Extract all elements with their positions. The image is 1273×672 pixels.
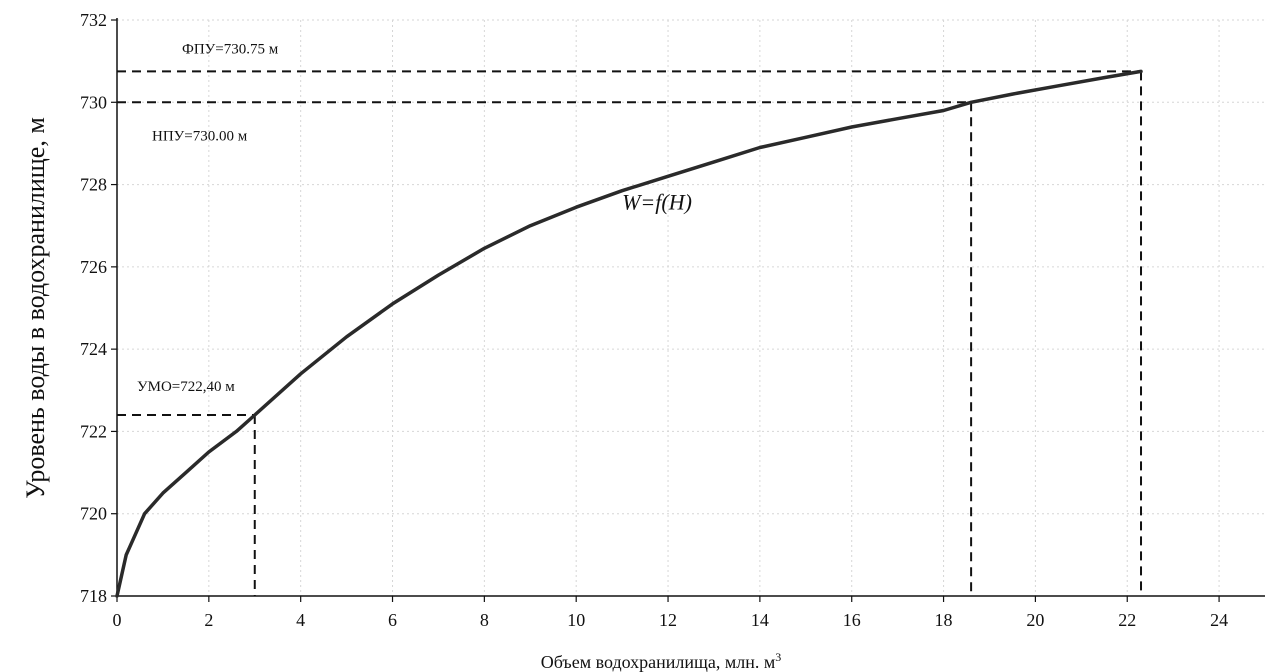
x-tick-label: 2 [204,610,213,630]
y-tick-label: 720 [80,504,107,524]
x-tick-label: 8 [480,610,489,630]
series [115,69,1143,598]
y-axis-title: Уровень воды в водохранилище, м [21,117,50,499]
axes [116,18,1265,597]
x-axis-title: Объем водохранилища, млн. м3 [541,650,782,672]
reference-label: ФПУ=730.75 м [182,41,279,57]
curve-label: W=f(H) [622,189,692,214]
x-tick-label: 10 [567,610,585,630]
x-tick-label: 6 [388,610,397,630]
reference-label: УМО=722,40 м [137,379,235,395]
x-tick-label: 14 [751,610,769,630]
x-axis-title-superscript: 3 [775,650,781,664]
annotations: ФПУ=730.75 м НПУ=730.00 м УМО=722,40 м [137,41,279,395]
ticks: 0 2 4 6 8 10 12 14 16 18 20 22 247187207227247267287… [80,10,1228,630]
x-tick-label: 18 [935,610,953,630]
y-tick-label: 732 [80,10,107,30]
x-tick-label: 4 [296,610,305,630]
x-tick-label: 20 [1026,610,1044,630]
y-tick-label: 718 [80,586,107,606]
grid [117,19,1265,596]
reference-label: НПУ=730.00 м [152,128,248,144]
y-tick-label: 722 [80,421,107,441]
x-tick-label: 16 [843,610,861,630]
y-tick-label: 728 [80,175,107,195]
y-tick-label: 730 [80,92,107,112]
series-line [115,69,1143,598]
y-tick-label: 726 [80,257,107,277]
x-tick-label: 22 [1118,610,1136,630]
x-axis-title-main: Объем водохранилища, млн. м [541,652,776,672]
x-tick-label: 12 [659,610,677,630]
reference-lines [117,70,1143,596]
y-tick-label: 724 [80,339,107,359]
x-tick-label: 0 [113,610,122,630]
x-tick-label: 24 [1210,610,1228,630]
